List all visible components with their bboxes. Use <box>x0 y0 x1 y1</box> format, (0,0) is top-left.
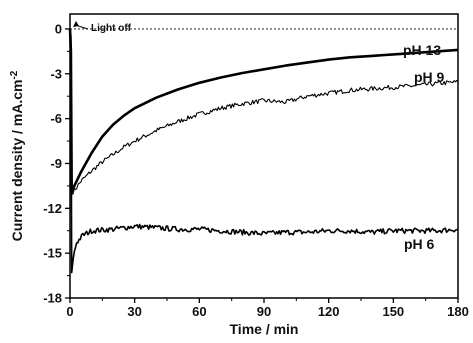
x-tick-label: 30 <box>127 304 141 319</box>
series-label-ph-13: pH 13 <box>403 42 441 58</box>
series-label-ph-9: pH 9 <box>414 69 445 85</box>
x-tick-label: 60 <box>192 304 206 319</box>
x-tick-label: 120 <box>318 304 340 319</box>
annotation-light-off: Light off <box>91 23 132 34</box>
series-label-ph-6: pH 6 <box>404 236 435 252</box>
series-line-ph-6 <box>69 28 459 274</box>
y-tick-label: -15 <box>43 246 62 261</box>
x-tick-label: 0 <box>66 304 73 319</box>
y-tick-label: -18 <box>43 291 62 306</box>
y-axis-title-superscript: -2 <box>9 70 20 79</box>
y-tick-label: -9 <box>50 156 62 171</box>
annotation-arrowhead <box>73 20 79 27</box>
y-tick-label: -6 <box>50 111 62 126</box>
y-axis-title: Current density / mA.cm-2 <box>9 70 25 241</box>
plot-frame <box>69 13 459 299</box>
y-tick-label: 0 <box>55 21 62 36</box>
x-tick-label: 180 <box>447 304 469 319</box>
x-axis-title: Time / min <box>230 321 299 337</box>
axes <box>65 13 459 303</box>
y-tick-label: -12 <box>43 201 62 216</box>
series-line-ph-9 <box>69 28 459 195</box>
labels: 0 30 60 90 120 150 180 0 -3 -6 -9 -12 -15 -18 Time / m… <box>9 20 469 337</box>
plot-area <box>68 28 459 274</box>
series-line-ph-13 <box>68 28 459 194</box>
x-tick-label: 90 <box>257 304 271 319</box>
y-axis-title-main: Current density / mA.cm <box>9 80 25 242</box>
x-tick-label: 150 <box>382 304 404 319</box>
y-tick-label: -3 <box>50 66 62 81</box>
